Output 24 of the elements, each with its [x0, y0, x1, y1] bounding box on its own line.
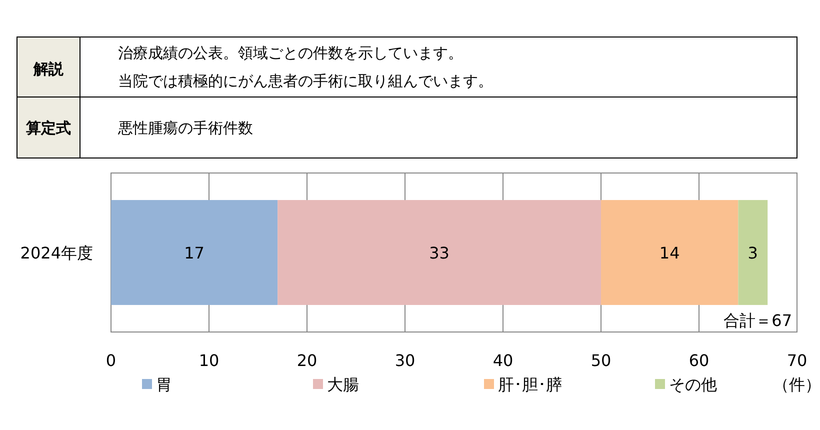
y-tick-label: 2024年度 [20, 244, 93, 262]
x-tick-label: 60 [688, 351, 710, 370]
data-label: 14 [659, 244, 680, 262]
legend-label: 大腸 [327, 375, 359, 394]
legend-label: 肝･胆･膵 [498, 375, 562, 394]
x-tick-label: 0 [106, 351, 116, 370]
x-tick-label: 10 [198, 351, 220, 370]
x-tick-label: 30 [394, 351, 416, 370]
x-tick-label: 50 [590, 351, 612, 370]
bar [601, 200, 738, 305]
x-tick-label: 20 [296, 351, 318, 370]
total-label: 合計＝67 [724, 311, 792, 330]
bar [738, 200, 768, 305]
bar [111, 200, 278, 305]
bar [278, 200, 601, 305]
data-label: 17 [184, 244, 204, 262]
legend-label: 胃 [156, 375, 172, 394]
x-tick-label: 70 [786, 351, 808, 370]
legend-label: その他 [669, 375, 717, 394]
info-table: 解説 治療成績の公表。領域ごとの件数を示しています。 当院では積極的にがん患者の手術に取り組んでいます。 算定式 悪性腫瘍の手術件数 [16, 36, 798, 158]
x-tick-label: 40 [492, 351, 514, 370]
data-label: 33 [429, 244, 450, 262]
data-label: 3 [748, 244, 758, 262]
x-axis-title: （件） [773, 375, 820, 394]
